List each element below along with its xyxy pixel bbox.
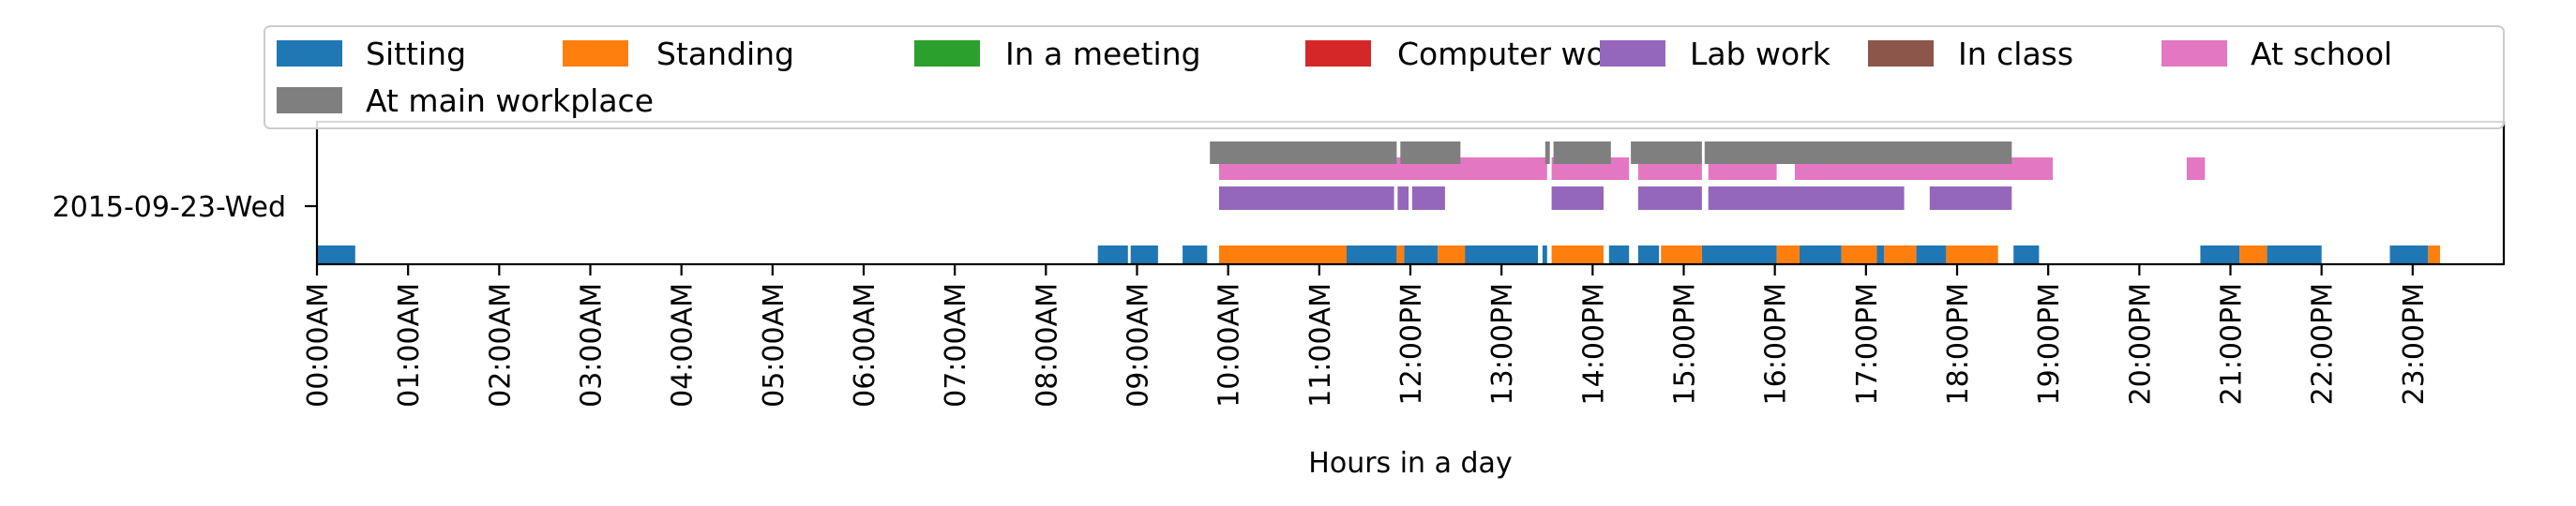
bar-lab-work-4 bbox=[1637, 186, 1702, 210]
x-axis: 00:00AM 01:00AM 02:00AM 03:00AM 04:00AM 05:00… bbox=[302, 264, 2431, 408]
bar-lab-work-1 bbox=[1397, 186, 1409, 210]
bar-sitting-12 bbox=[1876, 246, 1885, 265]
x-tick-label: 06:00AM bbox=[849, 283, 881, 408]
bar-sitting-17 bbox=[2389, 246, 2429, 265]
x-tick-label: 20:00PM bbox=[2124, 283, 2157, 405]
legend-label: At main workplace bbox=[366, 82, 654, 119]
legend-swatch-standing bbox=[563, 40, 628, 67]
bar-lab-work-2 bbox=[1411, 186, 1445, 210]
x-tick-label: 05:00AM bbox=[758, 283, 791, 408]
legend-swatch-computer-work bbox=[1305, 40, 1371, 67]
legend-swatch-at-main-workplace bbox=[277, 87, 342, 113]
legend-swatch-in-a-meeting bbox=[914, 40, 980, 67]
bar-sitting-5 bbox=[1404, 246, 1439, 265]
bar-standing-10 bbox=[2428, 246, 2440, 265]
bar-sitting-16 bbox=[2267, 246, 2322, 265]
bar-sitting-11 bbox=[1799, 246, 1842, 265]
bar-at-main-workplace-5 bbox=[1704, 141, 2012, 164]
legend-swatch-at-school bbox=[2162, 40, 2227, 67]
bar-sitting-1 bbox=[1097, 246, 1128, 265]
bar-sitting-8 bbox=[1608, 246, 1630, 265]
x-tick-label: 12:00PM bbox=[1395, 283, 1428, 405]
legend-label: Lab work bbox=[1690, 36, 1831, 72]
bar-standing-0 bbox=[1219, 246, 1347, 265]
legend-swatch-lab-work bbox=[1600, 40, 1665, 67]
bar-standing-8 bbox=[1946, 246, 1998, 265]
bar-at-main-workplace-1 bbox=[1400, 141, 1461, 164]
y-axis: 2015-09-23-Wed bbox=[53, 191, 317, 224]
legend-swatch-sitting bbox=[277, 40, 342, 67]
legend-label: In class bbox=[1958, 36, 2073, 72]
bar-standing-4 bbox=[1661, 246, 1702, 265]
bar-at-main-workplace-3 bbox=[1553, 141, 1611, 164]
bar-lab-work-0 bbox=[1219, 186, 1394, 210]
x-tick-label: 11:00AM bbox=[1304, 283, 1337, 408]
bar-standing-3 bbox=[1551, 246, 1604, 265]
bar-sitting-9 bbox=[1637, 246, 1660, 265]
x-tick-label: 19:00PM bbox=[2033, 283, 2066, 405]
bar-sitting-14 bbox=[2013, 246, 2040, 265]
legend-label: Sitting bbox=[366, 36, 466, 72]
x-tick-label: 07:00AM bbox=[940, 283, 972, 408]
x-tick-label: 15:00PM bbox=[1669, 283, 1702, 405]
x-tick-label: 09:00AM bbox=[1122, 283, 1155, 408]
legend-swatch-in-class bbox=[1868, 40, 1934, 67]
x-tick-label: 01:00AM bbox=[393, 283, 426, 408]
legend-label: Standing bbox=[656, 36, 794, 72]
x-axis-label: Hours in a day bbox=[1308, 447, 1512, 480]
bar-sitting-6 bbox=[1462, 246, 1538, 265]
x-tick-label: 17:00PM bbox=[1851, 283, 1884, 405]
bar-standing-6 bbox=[1841, 246, 1877, 265]
x-tick-label: 03:00AM bbox=[576, 283, 609, 408]
bar-standing-7 bbox=[1884, 246, 1917, 265]
bars-layer bbox=[317, 141, 2440, 265]
bar-lab-work-3 bbox=[1551, 186, 1604, 210]
legend-label: In a meeting bbox=[1005, 36, 1201, 72]
x-tick-label: 18:00PM bbox=[1942, 283, 1975, 405]
bar-sitting-3 bbox=[1183, 246, 1208, 265]
bar-sitting-10 bbox=[1701, 246, 1777, 265]
legend-label: At school bbox=[2251, 36, 2392, 72]
legend-box bbox=[264, 25, 2505, 129]
bar-standing-2 bbox=[1438, 246, 1466, 265]
bar-sitting-13 bbox=[1916, 246, 1947, 265]
x-tick-label: 23:00PM bbox=[2398, 283, 2431, 405]
bar-at-main-workplace-4 bbox=[1631, 141, 1702, 164]
x-tick-label: 04:00AM bbox=[667, 283, 700, 408]
bar-sitting-7 bbox=[1542, 246, 1547, 265]
legend-label: Computer work bbox=[1397, 36, 1636, 72]
bar-lab-work-6 bbox=[1929, 186, 2012, 210]
x-tick-label: 00:00AM bbox=[302, 283, 335, 408]
x-tick-label: 02:00AM bbox=[484, 283, 517, 408]
bar-sitting-4 bbox=[1347, 246, 1397, 265]
legend: Sitting Standing In a meeting Computer work… bbox=[264, 25, 2505, 129]
bar-sitting-15 bbox=[2200, 246, 2240, 265]
x-tick-label: 08:00AM bbox=[1031, 283, 1063, 408]
x-tick-label: 21:00PM bbox=[2216, 283, 2249, 405]
x-tick-label: 13:00PM bbox=[1486, 283, 1519, 405]
bar-lab-work-5 bbox=[1708, 186, 1905, 210]
bar-standing-1 bbox=[1396, 246, 1405, 265]
x-tick-label: 10:00AM bbox=[1213, 283, 1246, 408]
bar-standing-9 bbox=[2239, 246, 2267, 265]
bar-sitting-0 bbox=[317, 246, 355, 265]
bar-at-main-workplace-0 bbox=[1210, 141, 1397, 164]
y-tick-label: 2015-09-23-Wed bbox=[53, 191, 286, 224]
x-tick-label: 22:00PM bbox=[2307, 283, 2340, 405]
bar-sitting-2 bbox=[1130, 246, 1158, 265]
bar-at-main-workplace-2 bbox=[1544, 141, 1550, 164]
bar-at-school-5 bbox=[2186, 157, 2206, 180]
x-tick-label: 16:00PM bbox=[1760, 283, 1793, 405]
x-tick-label: 14:00PM bbox=[1577, 283, 1610, 405]
bar-standing-5 bbox=[1776, 246, 1800, 265]
